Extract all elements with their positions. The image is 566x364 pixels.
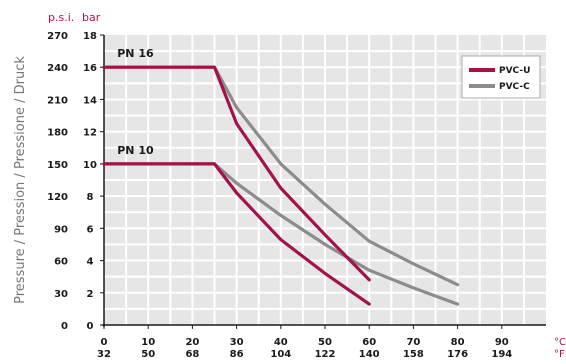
plot-area: 0023046069081201015012180142101624018270… [47,31,546,360]
y-tick-label-bar: 4 [87,257,94,268]
x-tick-label-celsius: 40 [274,337,288,348]
annotation-pn16: PN 16 [117,47,154,60]
y-tick-label-bar: 18 [83,31,97,42]
unit-bar: bar [82,11,101,24]
x-tick-label-fahrenheit: 158 [403,349,424,360]
x-tick-label-fahrenheit: 86 [230,349,244,360]
y-tick-label-psi: 210 [47,95,68,106]
unit-fahrenheit: °F [554,349,565,360]
y-tick-label-bar: 16 [83,63,97,74]
unit-celsius: °C [554,337,566,348]
y-tick-label-bar: 14 [83,95,97,106]
y-tick-label-psi: 270 [47,31,68,42]
x-tick-label-fahrenheit: 176 [447,349,468,360]
x-tick-label-fahrenheit: 122 [315,349,336,360]
x-tick-label-celsius: 30 [230,337,244,348]
y-tick-label-bar: 12 [83,128,97,139]
y-tick-label-psi: 30 [54,289,68,300]
x-tick-label-celsius: 80 [451,337,465,348]
x-tick-label-fahrenheit: 194 [491,349,512,360]
x-tick-label-celsius: 50 [318,337,332,348]
x-tick-label-celsius: 10 [141,337,155,348]
y-tick-label-bar: 8 [87,192,94,203]
x-tick-label-fahrenheit: 50 [141,349,155,360]
legend-box [461,55,541,99]
y-tick-label-bar: 10 [83,160,97,171]
y-tick-label-psi: 120 [47,192,68,203]
x-tick-label-fahrenheit: 140 [359,349,380,360]
x-tick-label-celsius: 90 [495,337,509,348]
x-tick-label-celsius: 60 [362,337,376,348]
legend-label-pvc-u: PVC-U [499,66,530,76]
series-line-pvc-u-pn16 [102,65,371,282]
x-tick-label-celsius: 0 [101,337,108,348]
y-tick-label-psi: 180 [47,128,68,139]
x-tick-label-fahrenheit: 104 [270,349,291,360]
y-tick-label-psi: 150 [47,160,68,171]
annotation-pn10: PN 10 [117,144,154,157]
y-tick-label-psi: 60 [54,257,68,268]
x-tick-label-celsius: 70 [406,337,420,348]
y-tick-label-psi: 90 [54,224,68,235]
y-tick-label-psi: 0 [61,321,68,332]
x-tick-label-fahrenheit: 32 [97,349,111,360]
y-tick-label-bar: 6 [87,224,94,235]
y-tick-label-psi: 240 [47,63,68,74]
legend-label-pvc-c: PVC-C [499,82,530,92]
unit-psi: p.s.i. [48,11,74,24]
x-tick-label-fahrenheit: 68 [185,349,199,360]
y-axis-label: Pressure / Pression / Pressione / Druck [13,56,28,304]
x-tick-label-celsius: 20 [185,337,199,348]
y-tick-label-bar: 0 [87,321,94,332]
series-line-pvc-u-pn10 [102,162,371,306]
y-tick-label-bar: 2 [87,289,94,300]
legend: PVC-U PVC-C [461,55,541,99]
